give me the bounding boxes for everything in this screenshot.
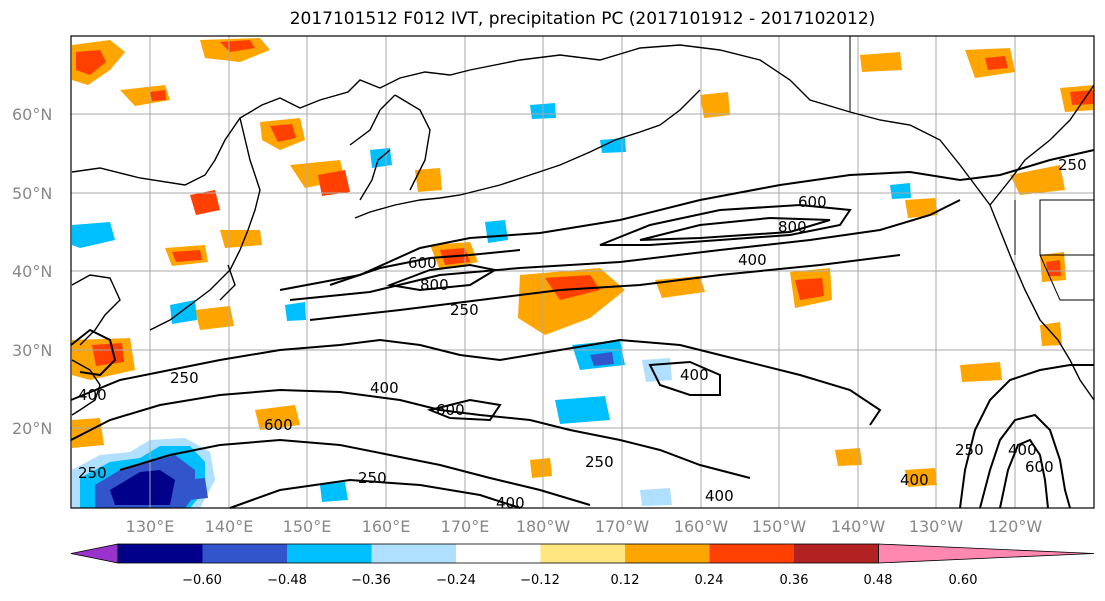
latitude-labels: 60°N 50°N 40°N 30°N 20°N <box>12 105 52 438</box>
colorbar-segment <box>287 544 372 563</box>
contour-label: 250 <box>1058 156 1087 174</box>
colorbar-tick-label: −0.48 <box>267 573 307 588</box>
colorbar-tick-label: −0.36 <box>351 573 391 588</box>
contour-label: 600 <box>408 254 437 272</box>
colorbar-segment <box>371 544 457 563</box>
contour-label: 600 <box>798 193 827 211</box>
contour-label: 250 <box>955 441 984 459</box>
contour-label: 250 <box>358 469 387 487</box>
lon-label: 160°E <box>362 517 411 536</box>
lon-label: 150°W <box>752 517 807 536</box>
map-title: 2017101512 F012 IVT, precipitation PC (2… <box>289 9 876 29</box>
lat-label: 60°N <box>12 105 52 124</box>
colorbar-segment <box>540 544 626 563</box>
contour-label: 600 <box>436 401 465 419</box>
contour-label: 250 <box>170 369 199 387</box>
lon-label: 170°W <box>595 517 650 536</box>
graticule <box>71 36 1094 508</box>
contour-label: 250 <box>450 301 479 319</box>
colorbar-tick-label: 0.48 <box>864 573 893 588</box>
contour-label: 400 <box>900 471 929 489</box>
colorbar-tick-label: −0.60 <box>182 573 222 588</box>
lat-label: 40°N <box>12 262 52 281</box>
colorbar-ticks: −0.60 −0.48 −0.36 −0.24 −0.12 0.12 0.24 … <box>182 573 977 588</box>
lat-label: 20°N <box>12 419 52 438</box>
lon-label: 180°W <box>516 517 571 536</box>
colorbar-tick-label: 0.60 <box>949 573 978 588</box>
contour-label: 400 <box>705 487 734 505</box>
colorbar-segment <box>709 544 795 563</box>
lon-label: 140°E <box>205 517 254 536</box>
contour-label: 600 <box>264 416 293 434</box>
contour-label: 250 <box>78 464 107 482</box>
contour-label: 400 <box>680 366 709 384</box>
lon-label: 120°W <box>988 517 1043 536</box>
colorbar-segment <box>456 544 541 563</box>
lon-label: 160°W <box>674 517 729 536</box>
contour-label: 400 <box>738 251 767 269</box>
colorbar-extend-low <box>70 543 119 564</box>
colorbar-segment <box>794 544 879 563</box>
map-panel: 600 800 400 600 800 250 250 400 250 400 … <box>70 35 1095 512</box>
colorbar-tick-label: 0.36 <box>780 573 809 588</box>
colorbar-segment <box>625 544 710 563</box>
contour-label: 400 <box>496 494 525 512</box>
contour-label: 400 <box>1008 441 1037 459</box>
contour-label: 600 <box>1025 458 1054 476</box>
coastlines <box>71 36 1095 416</box>
map-frame <box>70 35 1095 509</box>
lat-label: 50°N <box>12 184 52 203</box>
ivt-contour-labels: 600 800 400 600 800 250 250 400 250 400 … <box>78 156 1087 512</box>
colorbar-segment <box>118 544 203 563</box>
colorbar-segment <box>202 544 288 563</box>
longitude-labels: 130°E 140°E 150°E 160°E 170°E 180°W 170°… <box>126 517 1043 536</box>
lon-label: 150°E <box>283 517 332 536</box>
colorbar-tick-label: 0.12 <box>611 573 640 588</box>
colorbar-extend-high <box>878 543 1095 564</box>
lat-label: 30°N <box>12 341 52 360</box>
contour-label: 400 <box>370 379 399 397</box>
colorbar-tick-label: −0.12 <box>520 573 560 588</box>
ivt-contours <box>70 149 1095 509</box>
contour-label: 800 <box>420 276 449 294</box>
lon-label: 130°W <box>909 517 964 536</box>
lon-label: 140°W <box>831 517 886 536</box>
lon-label: 130°E <box>126 517 175 536</box>
contour-label: 250 <box>585 453 614 471</box>
contour-label: 800 <box>778 218 807 236</box>
colorbar-tick-label: 0.24 <box>695 573 724 588</box>
colorbar-tick-label: −0.24 <box>436 573 476 588</box>
colorbar <box>70 543 1095 564</box>
contour-label: 400 <box>78 386 107 404</box>
colorbar-frame <box>117 543 879 564</box>
lon-label: 170°E <box>441 517 490 536</box>
